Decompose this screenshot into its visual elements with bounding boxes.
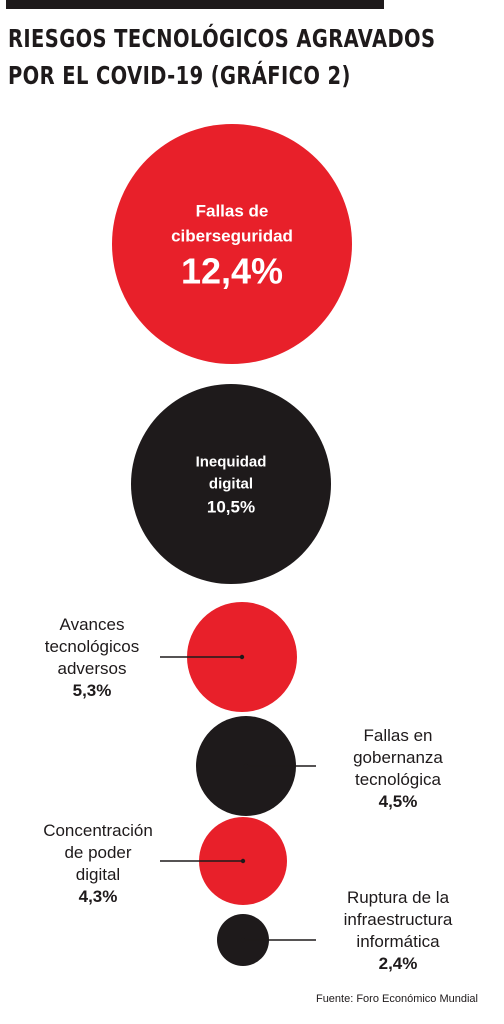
bubble-3-value: 5,3% xyxy=(73,681,112,700)
bubble-2-label-line: digital xyxy=(209,475,253,492)
bubble-5-label-line: de poder xyxy=(64,843,131,862)
leader-dot-3 xyxy=(239,654,245,660)
bubble-4-label-line: tecnológica xyxy=(355,770,442,789)
leader-dot-4 xyxy=(243,763,249,769)
bubble-5-label-line: Concentración xyxy=(43,821,153,840)
bubble-1-value: 12,4% xyxy=(181,250,283,291)
bubble-1-label-line: Fallas de xyxy=(196,201,269,220)
top-accent-bar xyxy=(6,0,384,9)
bubble-3-label-line: Avances xyxy=(60,615,125,634)
bubble-4-label-line: gobernanza xyxy=(353,748,443,767)
bubble-6-label-line: Ruptura de la xyxy=(347,888,450,907)
leader-dot-6 xyxy=(240,937,246,943)
bubble-6-value: 2,4% xyxy=(379,954,418,973)
bubble-1 xyxy=(112,124,352,364)
bubble-4-label-line: Fallas en xyxy=(364,726,433,745)
bubble-2-value: 10,5% xyxy=(207,497,255,516)
bubble-1-label-line: ciberseguridad xyxy=(171,226,293,245)
chart-title-line2: POR EL COVID-19 (GRÁFICO 2) xyxy=(8,61,351,90)
leader-dot-5 xyxy=(240,858,246,864)
bubble-4-value: 4,5% xyxy=(379,792,418,811)
bubble-2 xyxy=(131,384,331,584)
bubble-6-label-line: infraestructura xyxy=(344,910,453,929)
bubble-3-label-line: adversos xyxy=(58,659,127,678)
bubble-5-value: 4,3% xyxy=(79,887,118,906)
bubble-5-label-line: digital xyxy=(76,865,120,884)
source-note: Fuente: Foro Económico Mundial xyxy=(315,993,478,1005)
bubble-3-label-line: tecnológicos xyxy=(45,637,140,656)
bubble-2-label-line: Inequidad xyxy=(196,453,267,470)
bubble-6-label-line: informática xyxy=(356,932,440,951)
